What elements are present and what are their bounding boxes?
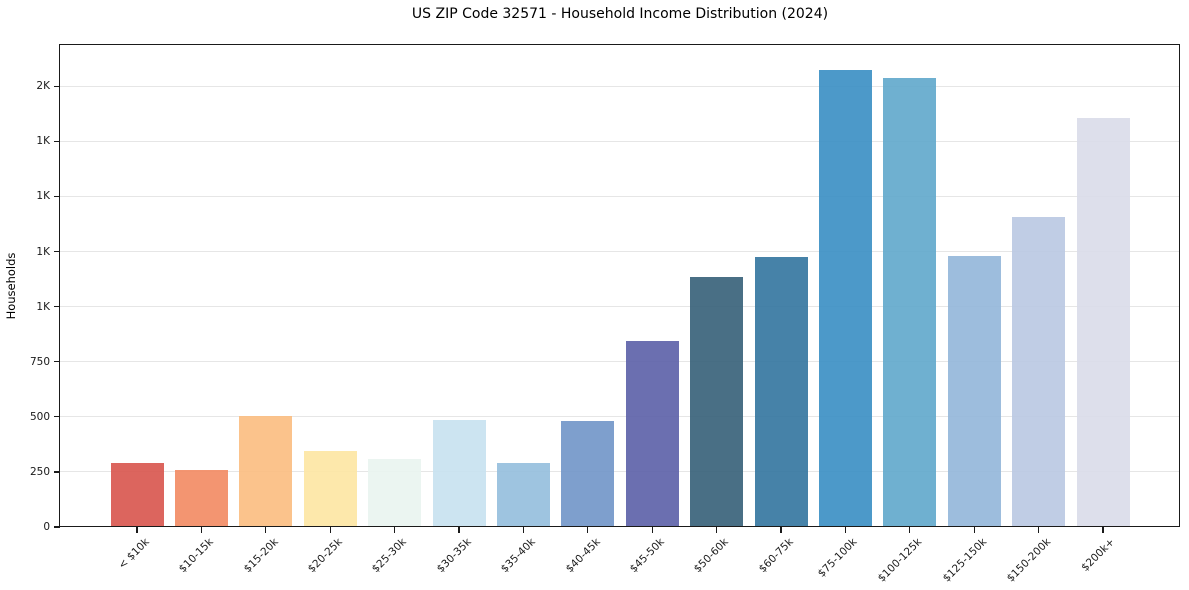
x-tick-mark bbox=[909, 527, 911, 533]
bar-35-40k bbox=[496, 463, 550, 527]
x-tick-mark bbox=[973, 527, 975, 533]
y-tick-mark bbox=[54, 195, 60, 198]
bar-100-125k bbox=[883, 78, 937, 527]
x-tick-mark bbox=[265, 527, 267, 533]
x-tick-label: $125-150k bbox=[940, 536, 989, 585]
bar-200k bbox=[1076, 118, 1130, 527]
y-tick-mark bbox=[54, 416, 60, 418]
x-tick-mark bbox=[844, 527, 847, 533]
bar-10-15k bbox=[174, 469, 228, 527]
y-tick-label: 750 bbox=[29, 355, 50, 368]
y-gridline bbox=[60, 250, 1179, 253]
y-tick-label: 1K bbox=[36, 300, 50, 313]
x-tick-label: $40-45k bbox=[563, 536, 603, 576]
bar-10k bbox=[110, 463, 164, 527]
y-gridline bbox=[60, 195, 1179, 197]
x-tick-mark bbox=[200, 527, 203, 533]
x-tick-mark bbox=[393, 527, 396, 533]
x-tick-label: $25-30k bbox=[370, 536, 410, 576]
bar-15-20k bbox=[239, 415, 293, 527]
chart-title: US ZIP Code 32571 - Household Income Dis… bbox=[411, 6, 829, 22]
bar-125-150k bbox=[947, 255, 1001, 527]
y-gridline bbox=[60, 416, 1179, 418]
y-tick-mark bbox=[54, 361, 60, 363]
x-tick-label: $150-200k bbox=[1004, 536, 1054, 585]
x-tick-label: $60-75k bbox=[756, 536, 796, 576]
bar-40-45k bbox=[561, 421, 615, 527]
y-gridline bbox=[60, 306, 1179, 308]
x-tick-label: $100-125k bbox=[875, 536, 925, 585]
bar-20-25k bbox=[303, 450, 357, 527]
y-tick-label: 2K bbox=[36, 80, 50, 93]
x-tick-label: $200k+ bbox=[1079, 536, 1118, 574]
x-tick-label: $75-100k bbox=[816, 536, 860, 580]
x-tick-mark bbox=[1102, 527, 1104, 533]
y-gridline bbox=[60, 85, 1179, 87]
y-tick-label: 1K bbox=[36, 190, 50, 203]
y-tick-mark bbox=[54, 85, 60, 87]
bar-60-75k bbox=[754, 257, 808, 527]
bar-25-30k bbox=[368, 458, 422, 527]
bar-30-35k bbox=[432, 420, 486, 527]
bar-45-50k bbox=[625, 340, 679, 527]
y-tick-mark bbox=[54, 250, 60, 253]
y-tick-label: 0 bbox=[43, 521, 50, 533]
y-gridline bbox=[60, 140, 1179, 142]
x-tick-label: < $10k bbox=[115, 536, 152, 572]
bar-50-60k bbox=[690, 276, 744, 527]
y-tick-mark bbox=[54, 140, 60, 142]
x-tick-mark bbox=[458, 527, 460, 533]
x-tick-mark bbox=[522, 527, 525, 533]
y-gridline bbox=[60, 361, 1179, 363]
x-tick-mark bbox=[780, 527, 782, 533]
bar-150-200k bbox=[1012, 217, 1066, 527]
x-tick-mark bbox=[136, 527, 138, 533]
y-gridline bbox=[60, 471, 1179, 473]
x-tick-label: $50-60k bbox=[692, 536, 732, 576]
x-tick-label: $45-50k bbox=[627, 536, 667, 576]
x-tick-label: $35-40k bbox=[498, 536, 538, 576]
y-tick-label: 250 bbox=[29, 465, 50, 478]
x-tick-mark bbox=[1037, 527, 1040, 533]
y-tick-mark bbox=[54, 471, 60, 473]
x-tick-label: $30-35k bbox=[434, 536, 474, 576]
y-tick-label: 500 bbox=[29, 410, 50, 423]
x-tick-mark bbox=[715, 527, 718, 533]
x-tick-label: $10-15k bbox=[176, 536, 216, 576]
y-tick-label: 1K bbox=[36, 245, 50, 258]
bar-75-100k bbox=[818, 69, 872, 527]
x-tick-label: $15-20k bbox=[241, 536, 281, 576]
x-tick-label: $20-25k bbox=[305, 536, 345, 576]
x-tick-mark bbox=[329, 527, 331, 533]
y-tick-mark bbox=[54, 526, 60, 528]
y-tick-mark bbox=[54, 305, 60, 308]
x-tick-mark bbox=[587, 527, 589, 533]
y-tick-label: 1K bbox=[36, 135, 50, 148]
x-tick-mark bbox=[651, 527, 653, 533]
